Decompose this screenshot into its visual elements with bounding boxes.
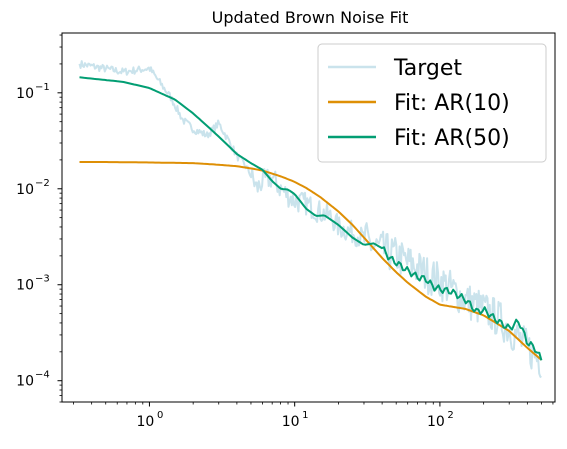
- legend-label-2: Fit: AR(50): [394, 126, 510, 151]
- y-tick-label: 10: [16, 86, 34, 102]
- legend: Target Fit: AR(10) Fit: AR(50): [317, 43, 547, 163]
- x-tick-label: 10: [282, 414, 300, 430]
- y-tick-exponent: −1: [35, 82, 50, 93]
- series-line-2: [79, 76, 543, 361]
- y-tick-label: 10: [16, 278, 34, 294]
- y-tick-label: 10: [16, 182, 34, 198]
- x-tick-label: 10: [427, 414, 445, 430]
- x-tick-label: 10: [137, 414, 155, 430]
- y-tick-exponent: −2: [35, 178, 50, 189]
- legend-label-0: Target: [393, 56, 462, 81]
- legend-label-1: Fit: AR(10): [394, 91, 510, 116]
- y-tick-label: 10: [16, 374, 34, 390]
- x-tick-exponent: 1: [302, 410, 308, 421]
- chart-title: Updated Brown Noise Fit: [212, 8, 409, 27]
- y-tick-exponent: −3: [35, 274, 50, 285]
- legend-box: [317, 43, 547, 163]
- series-line-1: [79, 161, 543, 361]
- plot-area: [78, 60, 543, 379]
- x-tick-exponent: 2: [447, 410, 453, 421]
- y-tick-exponent: −4: [35, 370, 50, 381]
- x-tick-exponent: 0: [157, 410, 163, 421]
- axes: 10 0 10 1 10 210 −410 −310 −210 −1: [16, 32, 556, 430]
